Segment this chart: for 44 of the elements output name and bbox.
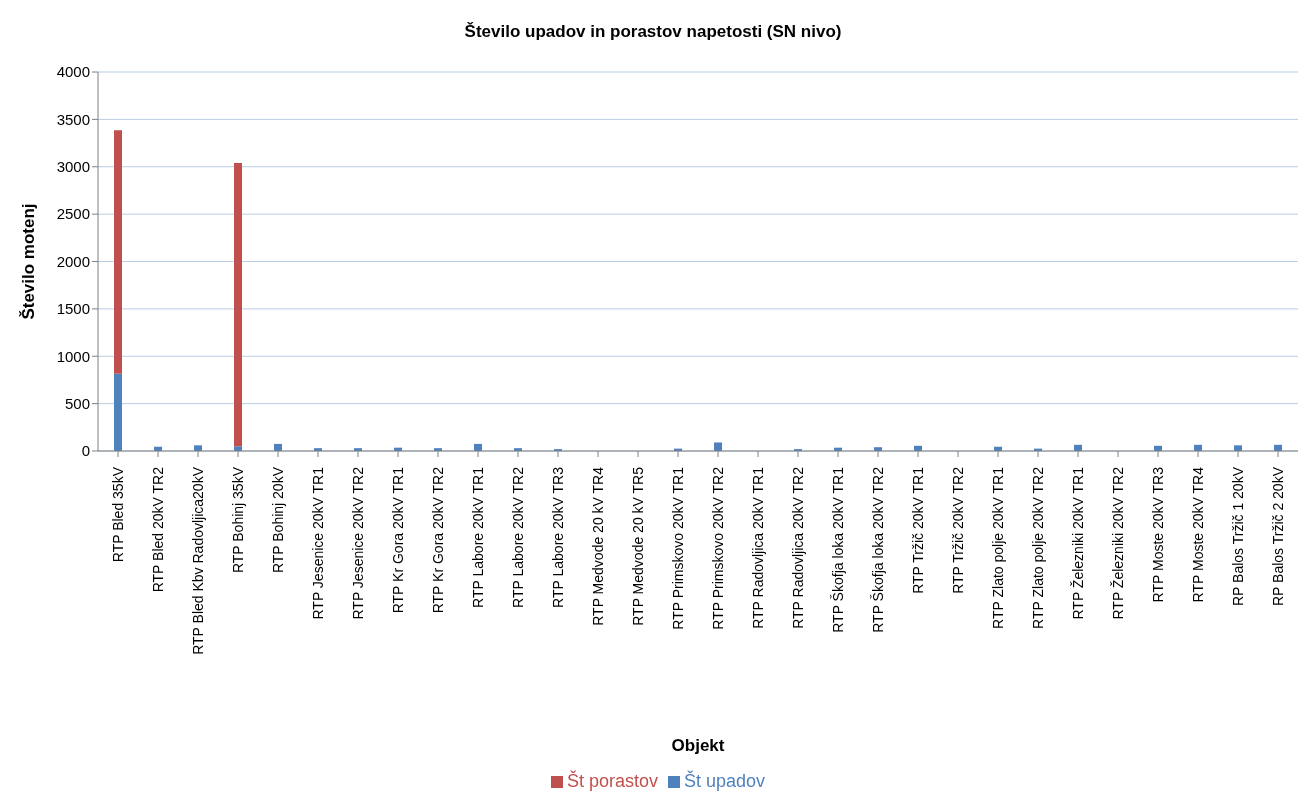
x-tick-label: RTP Bled Kbv Radovljica20kV [190,466,206,655]
x-tick-label: RP Balos Tržič 1 20kV [1230,466,1246,607]
y-tick-label: 1500 [56,300,90,318]
x-axis-title: Objekt [671,736,725,755]
x-tick-label: RTP Bohinj 35kV [230,466,246,574]
x-tick-label: RTP Labore 20kV TR2 [510,466,526,608]
x-tick-label: RTP Železniki 20kV TR1 [1070,466,1086,620]
chart-title: Število upadov in porastov napetosti (SN nivo) [463,21,843,43]
x-tick-label: RTP Jesenice 20kV TR1 [310,466,326,620]
x-tick-label: RTP Bled 20kV TR2 [150,466,166,593]
x-tick-label: RP Balos Tržič 2 20kV [1270,466,1286,607]
x-tick-label: RTP Medvode 20 kV TR4 [590,466,606,626]
x-tick-label: RTP Kr Gora 20kV TR1 [390,466,406,614]
x-tick-label: RTP Zlato polje 20kV TR2 [1030,466,1046,629]
x-tick-label: RTP Tržič 20kV TR2 [950,466,966,594]
y-tick-label: 500 [64,394,90,412]
x-tick-label: RTP Radovljica 20kV TR1 [750,466,766,629]
x-tick-label: RTP Labore 20kV TR1 [470,466,486,608]
x-tick-label: RTP Medvode 20 kV TR5 [630,466,646,626]
x-tick-label: RTP Labore 20kV TR3 [550,466,566,608]
y-tick-label: 4000 [56,63,90,81]
x-tick-label: RTP Škofja loka 20kV TR1 [830,466,846,633]
legend-label: Št upadov [683,771,766,791]
y-axis-title: Število motenj [19,203,39,320]
y-tick-label: 2000 [56,252,90,270]
x-tick-label: RTP Škofja loka 20kV TR2 [870,466,886,633]
x-tick-label: RTP Bled 35kV [110,466,126,563]
x-tick-label: RTP Primskovo 20kV TR2 [710,466,726,630]
legend-label: Št porastov [566,771,658,791]
x-tick-label: RTP Radovljica 20kV TR2 [790,466,806,629]
x-tick-label: RTP Jesenice 20kV TR2 [350,466,366,620]
x-tick-label: RTP Zlato polje 20kV TR1 [990,466,1006,629]
y-tick-label: 2500 [56,205,90,223]
x-tick-label: RTP Železniki 20kV TR2 [1110,466,1126,620]
y-tick-label: 0 [81,442,90,460]
y-tick-label: 3500 [56,110,90,128]
y-tick-label: 3000 [56,158,90,176]
x-tick-label: RTP Moste 20kV TR3 [1150,466,1166,603]
x-tick-label: RTP Bohinj 20kV [270,466,286,574]
x-tick-label: RTP Tržič 20kV TR1 [910,466,926,594]
y-tick-label: 1000 [56,347,90,365]
x-tick-label: RTP Primskovo 20kV TR1 [670,466,686,630]
x-tick-label: RTP Kr Gora 20kV TR2 [430,466,446,614]
x-tick-label: RTP Moste 20kV TR4 [1190,466,1206,603]
